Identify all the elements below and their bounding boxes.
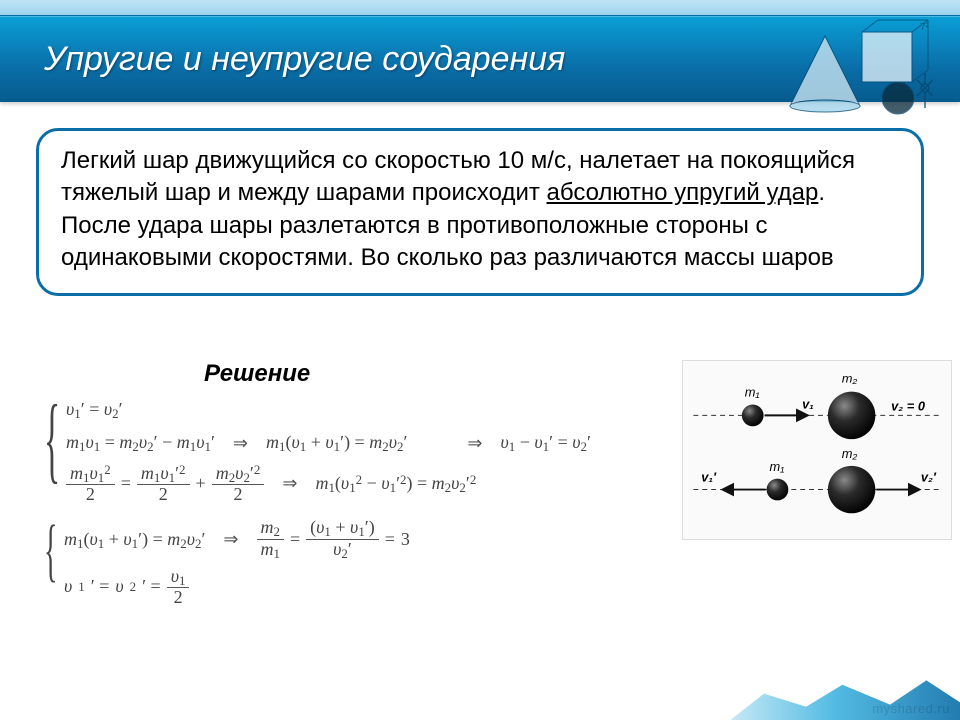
eq-energy-lhs: m1υ122 = m1υ1′22 + m2υ2′22 [66,463,264,504]
eq-line-1: υ1′ = υ2′ [66,396,123,423]
implies-icon: ⇒ [461,430,488,457]
svg-text:7²: 7² [920,22,930,33]
label-v1: v₁ [802,396,814,411]
watermark-text: myshared.ru [872,701,950,716]
eq-repeat-momentum: m1(υ1 + υ1′) = m2υ2′ [64,526,205,553]
eq-final: υ1′ = υ2′ = υ12 [64,567,189,607]
label-v2p: v₂′ [921,470,937,485]
eq-mass-ratio: m2m1 = (υ1 + υ1′)υ2′ = 3 [257,518,410,560]
collision-diagram: m₁ v₁ m₂ v₂ = 0 m₁ v₁′ m₂ v₂′ [682,360,952,540]
eq-derive-1: υ1 − υ1′ = υ2′ [500,429,590,456]
problem-emphasis: абсолютно упругий удар [547,179,819,206]
ratio-value: 3 [401,526,410,553]
eq-momentum-lhs: m1υ1 = m2υ2′ − m1υ1′ [66,429,215,456]
top-accent-band [0,0,960,16]
problem-statement-box: Легкий шар движущийся со скоростью 10 м/… [36,128,924,296]
label-m2: m₂ [842,371,858,386]
slide-header: Упругие и неупругие соударения 7² [0,16,960,102]
implies-icon: ⇒ [227,430,254,457]
eq-momentum-rhs: m1(υ1 + υ1′) = m2υ2′ [266,429,407,456]
label-m1: m₁ [745,385,760,400]
label-m1-after: m₁ [770,459,785,474]
brace-left-icon: { [44,396,52,482]
label-v1p: v₁′ [701,470,717,485]
slide-title: Упругие и неупругие соударения [44,40,565,79]
implies-icon: ⇒ [276,470,303,497]
eq-energy-rhs: m1(υ12 − υ1′2) = m2υ2′2 [315,470,476,497]
header-geometry-icon: 7² [770,18,950,116]
label-v2: v₂ = 0 [891,398,926,413]
brace-left-icon: { [44,518,52,585]
label-m2-after: m₂ [842,446,858,461]
implies-icon: ⇒ [217,526,244,553]
